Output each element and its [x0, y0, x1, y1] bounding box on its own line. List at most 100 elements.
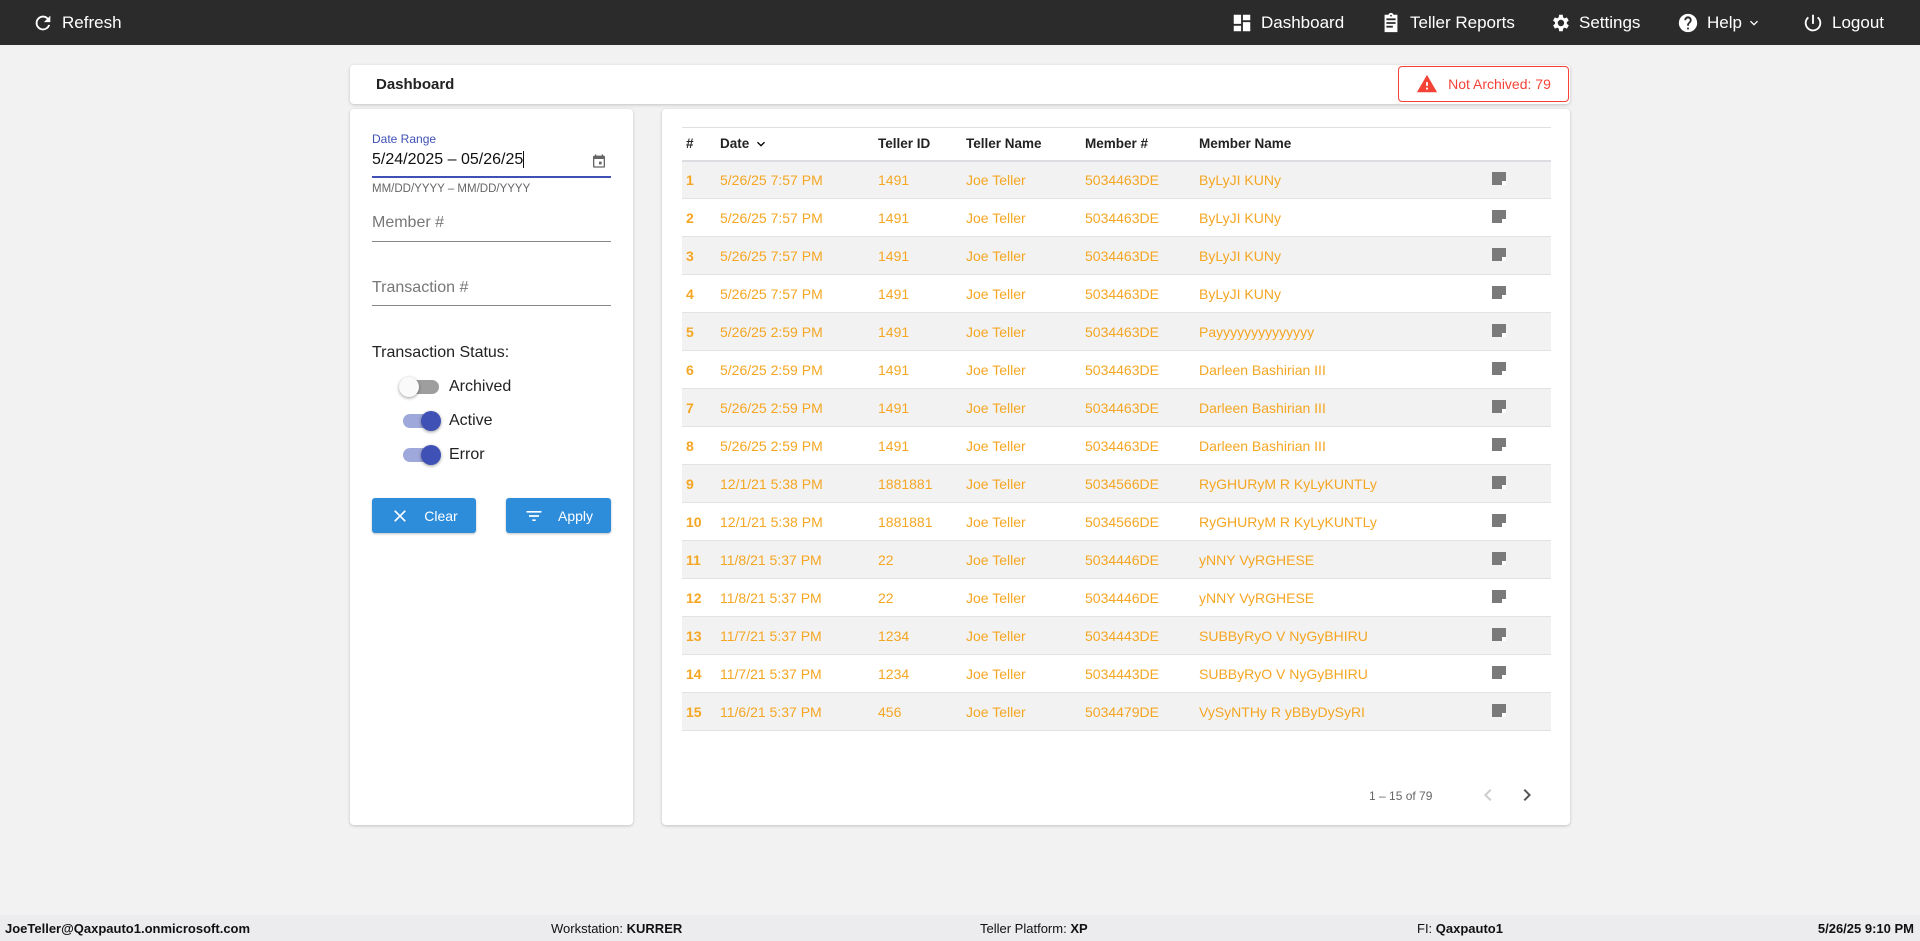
row-teller-id: 1491	[874, 274, 962, 313]
note-icon[interactable]	[1492, 285, 1506, 299]
footer-platform: XP	[1070, 921, 1088, 936]
row-number: 5	[682, 312, 716, 351]
row-number: 12	[682, 578, 716, 617]
table-row[interactable]: 9 12/1/21 5:38 PM 1881881 Joe Teller 5034566…	[682, 464, 1551, 503]
row-teller-name: Joe Teller	[962, 654, 1081, 693]
table-row[interactable]: 12 11/8/21 5:37 PM 22 Joe Teller 5034446DE yN…	[682, 578, 1551, 617]
clear-button[interactable]: Clear	[372, 498, 476, 533]
row-member-name: Payyyyyyyyyyyyyy	[1195, 312, 1488, 351]
date-range-field[interactable]: Date Range 5/24/2025 – 05/26/25 MM/DD/YY…	[372, 132, 611, 195]
sort-descending-icon	[757, 141, 766, 147]
calendar-icon[interactable]	[591, 153, 607, 169]
nav-dashboard-label: Dashboard	[1261, 12, 1345, 32]
column-header-member-name: Member Name	[1195, 127, 1488, 162]
page-title: Dashboard	[376, 76, 455, 93]
note-icon[interactable]	[1492, 627, 1506, 641]
table-row[interactable]: 8 5/26/25 2:59 PM 1491 Joe Teller 5034463DE D…	[682, 426, 1551, 465]
row-teller-id: 1491	[874, 160, 962, 199]
table-row[interactable]: 2 5/26/25 7:57 PM 1491 Joe Teller 5034463DE B…	[682, 198, 1551, 237]
next-page-icon[interactable]	[1515, 783, 1539, 807]
note-icon[interactable]	[1492, 171, 1506, 185]
table-row[interactable]: 1 5/26/25 7:57 PM 1491 Joe Teller 5034463DE B…	[682, 160, 1551, 199]
table-row[interactable]: 13 11/7/21 5:37 PM 1234 Joe Teller 5034443DE…	[682, 616, 1551, 655]
note-icon[interactable]	[1492, 361, 1506, 375]
row-notes-cell	[1488, 464, 1551, 503]
table-row[interactable]: 7 5/26/25 2:59 PM 1491 Joe Teller 5034463DE D…	[682, 388, 1551, 427]
member-number-placeholder: Member #	[372, 214, 445, 231]
apply-button[interactable]: Apply	[506, 498, 611, 533]
previous-page-icon[interactable]	[1476, 783, 1500, 807]
row-member-name: ByLyJI KUNy	[1195, 236, 1488, 275]
table-row[interactable]: 14 11/7/21 5:37 PM 1234 Joe Teller 5034443DE…	[682, 654, 1551, 693]
note-icon[interactable]	[1492, 437, 1506, 451]
chevron-down-icon	[1749, 20, 1758, 26]
note-icon[interactable]	[1492, 551, 1506, 565]
row-teller-name: Joe Teller	[962, 160, 1081, 199]
row-date: 11/8/21 5:37 PM	[716, 578, 874, 617]
note-icon[interactable]	[1492, 209, 1506, 223]
row-teller-name: Joe Teller	[962, 502, 1081, 541]
row-teller-name: Joe Teller	[962, 198, 1081, 237]
close-icon	[394, 509, 407, 522]
toggle-archived[interactable]: Archived	[399, 377, 511, 397]
toggle-error[interactable]: Error	[403, 445, 485, 465]
note-icon[interactable]	[1492, 323, 1506, 337]
row-notes-cell	[1488, 350, 1551, 389]
table-row[interactable]: 3 5/26/25 7:57 PM 1491 Joe Teller 5034463DE B…	[682, 236, 1551, 275]
row-teller-name: Joe Teller	[962, 388, 1081, 427]
table-row[interactable]: 5 5/26/25 2:59 PM 1491 Joe Teller 5034463DE P…	[682, 312, 1551, 351]
toggle-error-label: Error	[449, 446, 485, 463]
row-date: 5/26/25 2:59 PM	[716, 426, 874, 465]
column-header-date[interactable]: Date	[716, 127, 874, 162]
row-notes-cell	[1488, 578, 1551, 617]
clipboard-icon	[1384, 12, 1398, 32]
row-member-number: 5034463DE	[1081, 350, 1195, 389]
row-number: 13	[682, 616, 716, 655]
note-icon[interactable]	[1492, 475, 1506, 489]
row-member-name: ByLyJI KUNy	[1195, 198, 1488, 237]
row-notes-cell	[1488, 388, 1551, 427]
row-member-name: SUBByRyO V NyGyBHIRU	[1195, 654, 1488, 693]
table-row[interactable]: 4 5/26/25 7:57 PM 1491 Joe Teller 5034463DE B…	[682, 274, 1551, 313]
table-row[interactable]: 15 11/6/21 5:37 PM 456 Joe Teller 5034479DE V…	[682, 692, 1551, 731]
row-member-name: RyGHURyM R KyLyKUNTLy	[1195, 502, 1488, 541]
nav-teller-reports-label: Teller Reports	[1410, 12, 1515, 32]
row-member-name: Darleen Bashirian III	[1195, 388, 1488, 427]
table-row[interactable]: 10 12/1/21 5:38 PM 1881881 Joe Teller 503456…	[682, 502, 1551, 541]
toggle-active[interactable]: Active	[403, 411, 493, 431]
nav-teller-reports[interactable]: Teller Reports	[1380, 0, 1515, 45]
date-range-input[interactable]: 5/24/2025 – 05/26/25	[372, 151, 524, 168]
transaction-number-input[interactable]: Transaction #	[372, 279, 611, 306]
table-row[interactable]: 6 5/26/25 2:59 PM 1491 Joe Teller 5034463DE D…	[682, 350, 1551, 389]
nav-help[interactable]: Help	[1677, 0, 1762, 45]
note-icon[interactable]	[1492, 665, 1506, 679]
note-icon[interactable]	[1492, 513, 1506, 527]
not-archived-badge[interactable]: Not Archived: 79	[1398, 66, 1569, 102]
row-member-name: Darleen Bashirian III	[1195, 426, 1488, 465]
note-icon[interactable]	[1492, 703, 1506, 717]
row-teller-id: 1491	[874, 426, 962, 465]
top-nav-bar: Refresh Dashboard Teller Reports Setting…	[0, 0, 1920, 45]
row-date: 5/26/25 7:57 PM	[716, 236, 874, 275]
row-teller-id: 1881881	[874, 464, 962, 503]
refresh-button[interactable]: Refresh	[32, 0, 122, 45]
nav-dashboard[interactable]: Dashboard	[1231, 0, 1344, 45]
status-footer: JoeTeller@Qaxpauto1.onmicrosoft.com Work…	[0, 915, 1920, 941]
row-teller-name: Joe Teller	[962, 464, 1081, 503]
row-notes-cell	[1488, 160, 1551, 199]
row-date: 11/6/21 5:37 PM	[716, 692, 874, 731]
filter-icon	[526, 510, 542, 521]
row-date: 5/26/25 7:57 PM	[716, 274, 874, 313]
note-icon[interactable]	[1492, 399, 1506, 413]
member-number-input[interactable]: Member #	[372, 214, 611, 242]
row-member-name: RyGHURyM R KyLyKUNTLy	[1195, 464, 1488, 503]
nav-logout[interactable]: Logout	[1802, 0, 1884, 45]
row-date: 5/26/25 2:59 PM	[716, 312, 874, 351]
note-icon[interactable]	[1492, 589, 1506, 603]
row-notes-cell	[1488, 654, 1551, 693]
help-icon	[1678, 13, 1698, 32]
row-member-number: 5034463DE	[1081, 274, 1195, 313]
table-row[interactable]: 11 11/8/21 5:37 PM 22 Joe Teller 5034446DE yN…	[682, 540, 1551, 579]
note-icon[interactable]	[1492, 247, 1506, 261]
nav-settings[interactable]: Settings	[1549, 0, 1640, 45]
